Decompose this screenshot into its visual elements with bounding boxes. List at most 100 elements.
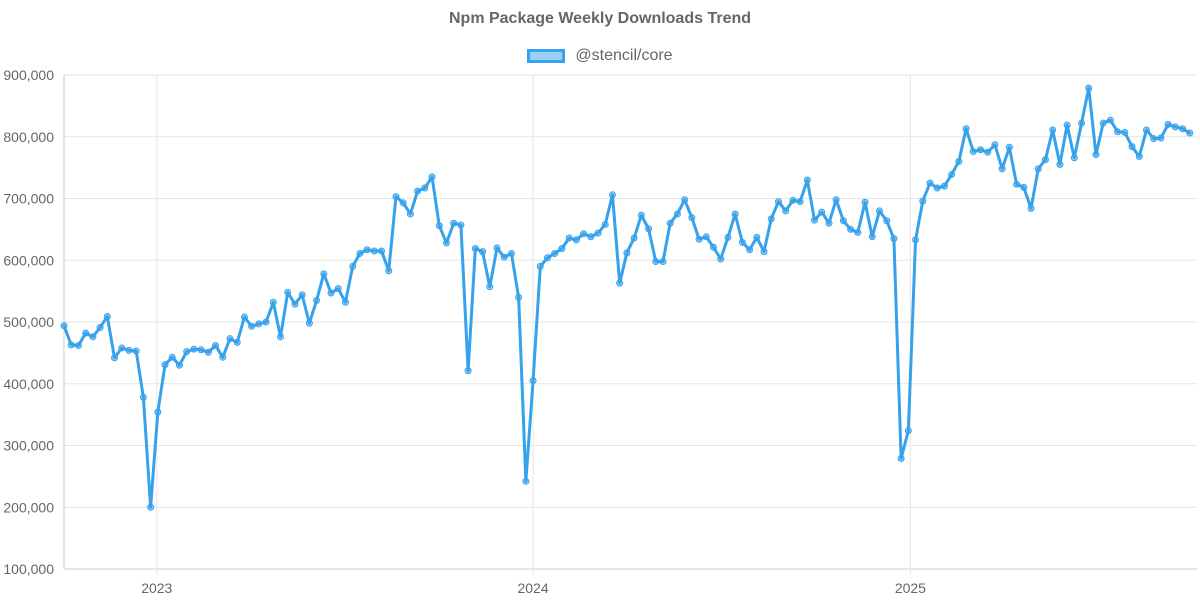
data-point [969, 148, 977, 156]
data-point [226, 335, 234, 343]
data-point [875, 207, 883, 215]
data-point [1114, 128, 1122, 136]
y-tick-label: 800,000 [3, 129, 54, 145]
data-point [356, 249, 364, 257]
legend[interactable]: @stencil/core [0, 47, 1200, 65]
y-tick-label: 400,000 [3, 376, 54, 392]
data-point [782, 207, 790, 215]
data-point [378, 247, 386, 255]
y-tick-label: 700,000 [3, 191, 54, 207]
data-point [277, 333, 284, 341]
y-tick-label: 300,000 [3, 438, 54, 454]
data-point [796, 198, 804, 206]
data-point [854, 228, 862, 236]
data-point [67, 341, 75, 349]
data-point [168, 353, 176, 361]
data-point [493, 244, 501, 252]
y-tick-label: 900,000 [3, 67, 54, 83]
data-point [82, 329, 90, 337]
data-point [284, 288, 292, 296]
data-point [1142, 126, 1150, 134]
data-point [1013, 180, 1021, 188]
data-point [464, 367, 472, 375]
data-point [212, 341, 220, 349]
data-point [111, 354, 119, 362]
data-point [702, 233, 710, 241]
data-point [74, 341, 82, 349]
data-point [544, 254, 552, 262]
data-point [341, 298, 349, 306]
data-point [1135, 153, 1143, 161]
data-point [1041, 156, 1049, 164]
x-tick-label: 2023 [141, 580, 172, 596]
data-point [868, 233, 876, 241]
data-point [847, 225, 855, 233]
data-point [1085, 84, 1093, 92]
data-point [883, 217, 891, 225]
data-point [334, 285, 342, 293]
data-point [529, 377, 537, 385]
data-point [414, 187, 422, 195]
data-point [204, 348, 212, 356]
data-point [1150, 135, 1158, 143]
data-point [608, 191, 616, 199]
series-line [62, 86, 1192, 509]
data-point [645, 225, 653, 233]
data-point [991, 141, 999, 149]
data-point [774, 198, 782, 206]
data-point [811, 216, 819, 224]
data-point [919, 197, 927, 205]
legend-swatch[interactable] [527, 49, 566, 63]
data-point [753, 233, 761, 241]
data-point [183, 348, 191, 356]
data-point [565, 234, 573, 242]
data-point [313, 296, 321, 304]
data-point [139, 393, 147, 401]
data-point [197, 346, 205, 354]
data-point [320, 270, 328, 278]
data-point [1186, 129, 1194, 137]
x-tick-label: 2024 [517, 580, 548, 596]
data-point [738, 238, 746, 246]
data-point [601, 220, 609, 228]
data-point [399, 199, 407, 207]
data-point [1027, 204, 1035, 212]
data-point [161, 361, 169, 369]
data-point [630, 234, 638, 242]
data-point [659, 257, 667, 265]
data-point [558, 245, 566, 253]
y-tick-label: 100,000 [3, 561, 54, 577]
data-point [1128, 143, 1136, 151]
data-point [551, 249, 559, 257]
data-point [572, 236, 580, 244]
data-point [147, 503, 155, 511]
legend-label[interactable]: @stencil/core [575, 47, 673, 64]
data-point [746, 246, 754, 254]
y-tick-label: 200,000 [3, 499, 54, 515]
data-point [248, 322, 256, 330]
data-point [103, 312, 111, 320]
data-point [1070, 154, 1078, 162]
data-point [623, 249, 631, 257]
data-point [190, 345, 198, 353]
data-point [1164, 120, 1172, 128]
data-point [1106, 116, 1114, 124]
data-point [709, 243, 717, 251]
data-point [933, 184, 941, 192]
data-point [327, 289, 335, 297]
data-point [789, 196, 797, 204]
data-point [1171, 123, 1179, 131]
data-point [695, 235, 703, 243]
data-point [1121, 128, 1129, 136]
data-point [486, 283, 494, 291]
data-point [594, 229, 602, 237]
data-point [717, 255, 725, 263]
data-point [904, 427, 912, 435]
data-point [435, 222, 443, 230]
data-point [89, 333, 97, 341]
data-point [471, 245, 479, 253]
data-point [1020, 183, 1028, 191]
data-point [363, 246, 371, 254]
data-point [681, 196, 689, 204]
